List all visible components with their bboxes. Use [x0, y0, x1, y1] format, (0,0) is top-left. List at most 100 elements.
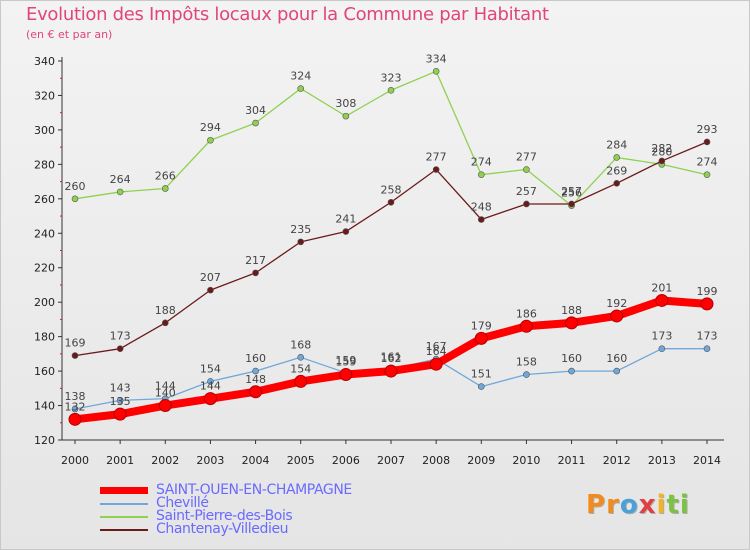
data-point-2	[613, 154, 621, 161]
data-label-3: 257	[561, 185, 582, 198]
x-tick-label: 2002	[151, 454, 179, 467]
legend-item: SAINT-OUEN-EN-CHAMPAGNE	[100, 482, 420, 498]
data-point-3	[477, 216, 485, 223]
data-point-3	[297, 238, 305, 246]
x-tick-label: 2011	[558, 454, 586, 467]
data-label-1: 143	[110, 381, 131, 394]
y-tick-label: 300	[34, 124, 55, 137]
legend-swatch	[100, 503, 148, 505]
data-point-1	[477, 383, 485, 390]
legend-label: Saint-Pierre-des-Bois	[156, 508, 293, 524]
legend-item: Chantenay-Villedieu	[100, 521, 420, 537]
data-point-2	[342, 112, 350, 120]
data-label-3: 241	[335, 213, 356, 226]
data-label-3: 217	[245, 254, 266, 267]
data-point-0	[700, 297, 714, 311]
data-point-1	[568, 367, 575, 375]
data-label-2: 266	[155, 169, 176, 182]
data-label-2: 274	[697, 156, 718, 169]
data-point-0	[249, 385, 263, 399]
legend-label: Chevillé	[156, 495, 209, 511]
y-tick-label: 200	[34, 296, 55, 309]
data-point-2	[523, 166, 530, 173]
data-point-3	[432, 166, 440, 173]
data-point-3	[207, 286, 214, 294]
data-point-2	[387, 86, 395, 94]
x-tick-label: 2010	[512, 454, 540, 467]
data-label-0: 199	[697, 285, 718, 298]
y-tick-label: 180	[34, 331, 55, 344]
data-label-1: 161	[381, 350, 402, 363]
legend-swatch	[100, 487, 148, 494]
data-label-3: 277	[426, 151, 447, 164]
data-label-3: 173	[110, 330, 131, 343]
data-point-0	[113, 407, 127, 421]
brand-letter: o	[619, 490, 639, 520]
data-label-2: 274	[471, 156, 492, 169]
data-point-0	[565, 316, 579, 330]
data-label-2: 323	[381, 71, 402, 84]
data-point-2	[207, 136, 214, 144]
data-label-1: 159	[335, 354, 356, 367]
data-point-0	[203, 392, 217, 406]
brand-letter: P	[586, 490, 607, 520]
data-label-2: 256	[561, 187, 582, 200]
data-label-0: 132	[65, 400, 86, 413]
data-point-2	[161, 185, 169, 192]
data-point-3	[703, 138, 711, 146]
data-point-2	[703, 171, 711, 178]
data-label-0: 162	[381, 352, 402, 365]
data-label-0: 148	[245, 373, 266, 386]
data-point-3	[387, 198, 395, 206]
y-tick-label: 320	[34, 89, 55, 102]
data-label-2: 334	[426, 52, 447, 65]
brand-letter: t	[666, 490, 680, 520]
data-point-0	[384, 364, 398, 378]
brand-letter: i	[679, 490, 690, 520]
y-tick-label: 280	[34, 158, 55, 171]
data-point-2	[71, 195, 79, 203]
brand-letter: r	[606, 490, 620, 520]
data-point-0	[519, 319, 533, 333]
x-tick-label: 2012	[603, 454, 631, 467]
data-label-3: 188	[155, 304, 176, 317]
legend-label: Chantenay-Villedieu	[156, 521, 289, 537]
data-label-1: 151	[471, 368, 492, 381]
brand-letter: i	[656, 490, 667, 520]
legend-item: Saint-Pierre-des-Bois	[100, 508, 420, 524]
data-point-2	[116, 188, 124, 196]
data-label-3: 235	[290, 223, 311, 236]
data-point-1	[207, 378, 214, 385]
data-point-3	[252, 269, 259, 277]
data-label-3: 258	[381, 183, 402, 196]
data-label-1: 168	[290, 338, 311, 351]
data-label-1: 154	[200, 362, 221, 375]
data-label-1: 138	[65, 390, 86, 403]
data-label-3: 169	[65, 337, 86, 350]
data-point-0	[294, 374, 308, 388]
data-label-3: 257	[516, 185, 537, 198]
data-point-3	[568, 200, 575, 208]
data-label-2: 304	[245, 104, 266, 117]
x-tick-label: 2006	[332, 454, 360, 467]
data-label-2: 280	[651, 145, 672, 158]
y-tick-label: 340	[34, 55, 55, 68]
x-tick-label: 2004	[242, 454, 270, 467]
data-label-0: 144	[200, 380, 221, 393]
data-point-1	[703, 345, 711, 352]
x-tick-label: 2001	[106, 454, 134, 467]
data-point-1	[297, 354, 305, 361]
data-label-3: 269	[606, 164, 627, 177]
data-label-2: 260	[65, 180, 86, 193]
data-point-2	[477, 171, 485, 178]
data-label-0: 179	[471, 319, 492, 332]
data-point-1	[658, 345, 666, 352]
data-point-1	[116, 397, 124, 404]
data-label-1: 173	[651, 330, 672, 343]
data-point-2	[252, 119, 259, 127]
data-point-3	[161, 319, 169, 327]
data-label-2: 294	[200, 121, 221, 134]
data-label-3: 248	[471, 200, 492, 213]
